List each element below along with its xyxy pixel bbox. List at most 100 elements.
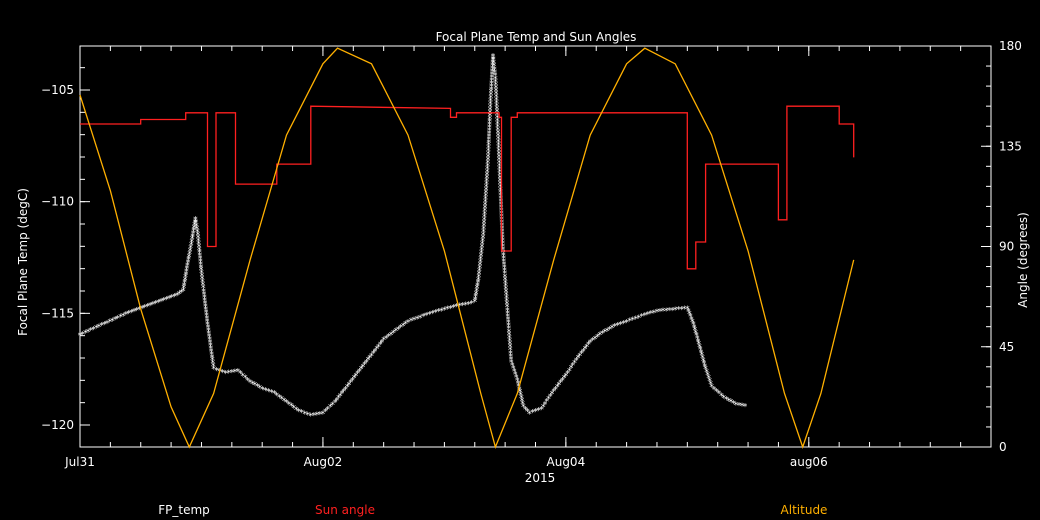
fp-temp-point: * [500, 230, 505, 240]
fp-temp-point: * [695, 334, 700, 344]
fp-temp-point: * [564, 372, 569, 382]
fp-temp-point: * [605, 327, 610, 337]
fp-temp-point: * [398, 324, 403, 334]
fp-temp-point: * [430, 309, 435, 319]
fp-temp-point: * [488, 94, 493, 104]
fp-temp-point: * [199, 266, 204, 276]
fp-temp-point: * [486, 141, 491, 151]
fp-temp-point: * [509, 352, 514, 362]
fp-temp-point: * [333, 399, 338, 409]
fp-temp-point: * [479, 249, 484, 259]
fp-temp-point: * [482, 222, 487, 232]
fp-temp-point: * [490, 70, 495, 80]
fp-temp-point: * [512, 367, 517, 377]
fp-temp-point: * [496, 126, 501, 136]
fp-temp-point: * [202, 293, 207, 303]
fp-temp-point: * [243, 374, 248, 384]
fp-temp-point: * [489, 91, 494, 101]
fp-temp-point: * [520, 400, 525, 410]
fp-temp-point: * [350, 376, 355, 386]
fp-temp-point: * [497, 153, 502, 163]
fp-temp-point: * [507, 337, 512, 347]
fp-temp-point: * [318, 410, 323, 420]
fp-temp-point: * [571, 362, 576, 372]
fp-temp-point: * [491, 56, 496, 66]
fp-temp-point: * [484, 180, 489, 190]
fp-temp-point: * [487, 138, 492, 148]
fp-temp-point: * [381, 336, 386, 346]
fp-temp-point: * [494, 87, 499, 97]
fp-temp-point: * [457, 302, 462, 312]
fp-temp-point: * [490, 61, 495, 71]
fp-temp-point: * [266, 388, 271, 398]
fp-temp-point: * [497, 159, 502, 169]
fp-temp-point: * [371, 350, 376, 360]
fp-temp-point: * [424, 312, 429, 322]
fp-temp-point: * [495, 117, 500, 127]
fp-temp-point: * [717, 390, 722, 400]
fp-temp-point: * [667, 307, 672, 317]
fp-temp-point: * [201, 284, 206, 294]
fp-temp-point: * [697, 343, 702, 353]
fp-temp-point: * [658, 308, 663, 318]
fp-temp-point: * [480, 237, 485, 247]
fp-temp-point: * [724, 396, 729, 406]
fp-temp-point: * [515, 376, 520, 386]
fp-temp-point: * [198, 257, 203, 267]
fp-temp-point: * [299, 409, 304, 419]
fp-temp-point: * [497, 150, 502, 160]
fp-temp-point: * [489, 85, 494, 95]
fp-temp-point: * [386, 333, 391, 343]
fp-temp-point: * [204, 305, 209, 315]
fp-temp-point: * [503, 276, 508, 286]
fp-temp-point: * [481, 231, 486, 241]
fp-temp-point: * [97, 323, 102, 333]
fp-temp-point: * [714, 388, 719, 398]
fp-temp-point: * [197, 249, 202, 259]
fp-temp-point: * [185, 262, 190, 272]
fp-temp-point: * [500, 227, 505, 237]
fp-temp-point: * [206, 323, 211, 333]
fp-temp-point: * [705, 371, 710, 381]
fp-temp-point: * [188, 247, 193, 257]
fp-temp-point: * [199, 269, 204, 279]
fp-temp-point: * [403, 320, 408, 330]
fp-temp-point: * [482, 210, 487, 220]
fp-temp-point: * [198, 255, 203, 265]
fp-temp-point: * [698, 346, 703, 356]
fp-temp-point: * [275, 392, 280, 402]
fp-temp-point: * [693, 329, 698, 339]
fp-temp-point: * [362, 361, 367, 371]
fp-temp-point: * [533, 408, 538, 418]
fp-temp-point: * [124, 311, 129, 321]
fp-temp-point: * [493, 78, 498, 88]
x-tick-label: Jul31 [64, 455, 95, 469]
fp-temp-point: * [118, 313, 123, 323]
fp-temp-point: * [487, 118, 492, 128]
fp-temp-point: * [696, 337, 701, 347]
fp-temp-point: * [189, 238, 194, 248]
fp-temp-point: * [484, 186, 489, 196]
fp-temp-point: * [460, 302, 465, 312]
fp-temp-point: * [590, 337, 595, 347]
fp-temp-point: * [652, 309, 657, 319]
series-sun-angle [80, 105, 855, 270]
fp-temp-point: * [510, 361, 515, 371]
fp-temp-point: * [348, 379, 353, 389]
y2-tick-label: 45 [999, 340, 1014, 354]
fp-temp-point: * [481, 228, 486, 238]
fp-temp-point: * [498, 189, 503, 199]
fp-temp-point: * [321, 410, 326, 420]
fp-temp-point: * [477, 264, 482, 274]
fp-temp-point: * [520, 397, 525, 407]
fp-temp-point: * [588, 338, 593, 348]
fp-temp-point: * [682, 305, 687, 315]
fp-temp-point: * [279, 395, 284, 405]
fp-temp-point: * [486, 144, 491, 154]
fp-temp-point: * [692, 323, 697, 333]
fp-temp-point: * [688, 313, 693, 323]
fp-temp-point: * [183, 273, 188, 283]
fp-temp-point: * [272, 390, 277, 400]
fp-temp-point: * [406, 318, 411, 328]
fp-temp-point: * [474, 287, 479, 297]
